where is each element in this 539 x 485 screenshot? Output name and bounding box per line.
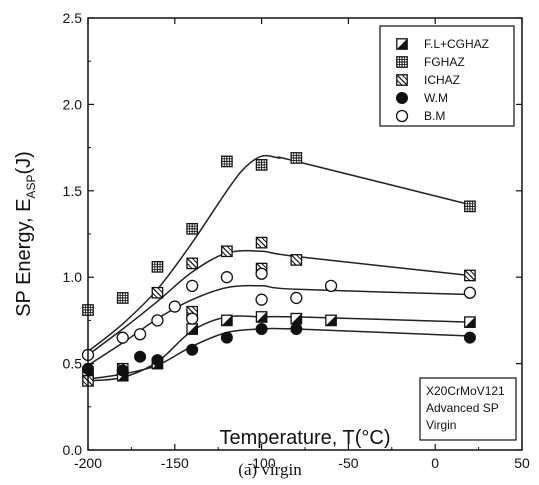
- data-point-w-m: [463, 331, 476, 344]
- annotation-line: Virgin: [426, 418, 456, 432]
- annotation-line: Advanced SP: [426, 401, 499, 415]
- data-point-b-m: [290, 291, 303, 305]
- data-point-ichaz: [290, 254, 303, 266]
- y-axis-title: SP Energy, EASP(J): [13, 151, 38, 317]
- fit-curve-b-m: [88, 284, 470, 366]
- data-points: [81, 152, 477, 387]
- data-point-f-l-cghaz: [290, 312, 303, 325]
- data-point-f-l-cghaz: [325, 314, 337, 327]
- data-point-fghaz: [186, 222, 199, 235]
- data-point-w-m: [151, 354, 164, 367]
- data-point-w-m: [255, 323, 268, 336]
- y-tick-label: 0.5: [63, 356, 83, 372]
- x-axis-title: Temperature, T(°C): [219, 427, 390, 449]
- axis-ticks: -200 -150 -100 -50 0 50 0.0 0.5 1.0 1.5 2.0 2.5: [63, 10, 530, 471]
- data-point-w-m: [134, 350, 147, 363]
- legend-label-ichaz: ICHAZ: [424, 73, 460, 87]
- data-point-w-m: [220, 331, 233, 344]
- data-point-ichaz: [221, 245, 233, 258]
- data-point-ichaz: [186, 257, 199, 270]
- legend-label-b-m: B.M: [424, 109, 445, 123]
- y-tick-label: 1.0: [63, 269, 83, 285]
- annotation-line: X20CrMoV121: [426, 384, 505, 398]
- data-point-fghaz: [464, 200, 476, 213]
- y-axis-title-subscript: ASP: [24, 175, 38, 199]
- legend-marker-w-m: [396, 92, 408, 104]
- legend: F.L+CGHAZ FGHAZ ICHAZ W.M B.M: [379, 25, 515, 127]
- data-point-b-m: [220, 271, 234, 284]
- data-point-fghaz: [255, 159, 268, 171]
- annotation-box: X20CrMoV121 Advanced SP Virgin: [419, 377, 517, 441]
- legend-marker-ichaz: [396, 74, 408, 86]
- legend-marker-f-l-cghaz: [396, 38, 408, 50]
- y-tick-label: 0.0: [63, 442, 83, 458]
- data-point-b-m: [151, 314, 164, 327]
- svg-text:SP Energy, EASP(J): SP Energy, EASP(J): [13, 151, 38, 317]
- data-point-b-m: [168, 300, 181, 313]
- data-point-b-m: [255, 293, 268, 306]
- figure-caption: (a) virgin: [238, 460, 302, 479]
- data-point-fghaz: [116, 292, 129, 304]
- data-point-fghaz: [290, 152, 303, 164]
- legend-label-w-m: W.M: [424, 91, 448, 105]
- data-point-f-l-cghaz: [186, 323, 199, 335]
- data-point-fghaz: [221, 155, 233, 168]
- x-tick-label: -150: [161, 455, 189, 471]
- y-tick-label: 2.0: [63, 96, 83, 112]
- annotation-frame: [419, 377, 517, 441]
- legend-label-fghaz: FGHAZ: [424, 55, 465, 69]
- data-point-w-m: [186, 343, 199, 356]
- data-point-ichaz: [255, 236, 268, 249]
- x-tick-label: -50: [338, 455, 358, 471]
- data-point-b-m: [186, 312, 199, 325]
- data-point-f-l-cghaz: [255, 311, 268, 323]
- x-tick-label: 0: [431, 455, 439, 471]
- data-point-w-m: [290, 323, 303, 336]
- fit-curves: [88, 154, 471, 382]
- data-point-fghaz: [151, 260, 164, 273]
- y-tick-label: 1.5: [63, 183, 83, 199]
- data-point-f-l-cghaz: [221, 314, 233, 327]
- y-axis-title-unit: (J): [13, 151, 35, 174]
- fit-curve-f-l-cghaz: [88, 315, 470, 382]
- data-point-w-m: [116, 364, 129, 377]
- data-point-ichaz: [464, 269, 476, 282]
- data-point-b-m: [186, 279, 199, 292]
- data-point-b-m: [324, 279, 338, 292]
- data-point-f-l-cghaz: [464, 316, 476, 328]
- y-axis-title-main: SP Energy, E: [13, 199, 35, 317]
- data-point-b-m: [463, 286, 477, 299]
- legend-marker-fghaz: [396, 56, 408, 68]
- x-tick-label: 50: [514, 455, 530, 471]
- x-tick-label: -200: [74, 455, 102, 471]
- data-point-b-m: [116, 331, 129, 344]
- data-point-b-m: [255, 267, 268, 280]
- y-tick-label: 2.5: [63, 10, 83, 26]
- legend-marker-b-m: [395, 109, 409, 123]
- data-point-b-m: [133, 328, 147, 341]
- data-point-ichaz: [151, 286, 164, 299]
- x-tick-label: -100: [248, 455, 276, 471]
- legend-label-f-l-cghaz: F.L+CGHAZ: [424, 37, 489, 51]
